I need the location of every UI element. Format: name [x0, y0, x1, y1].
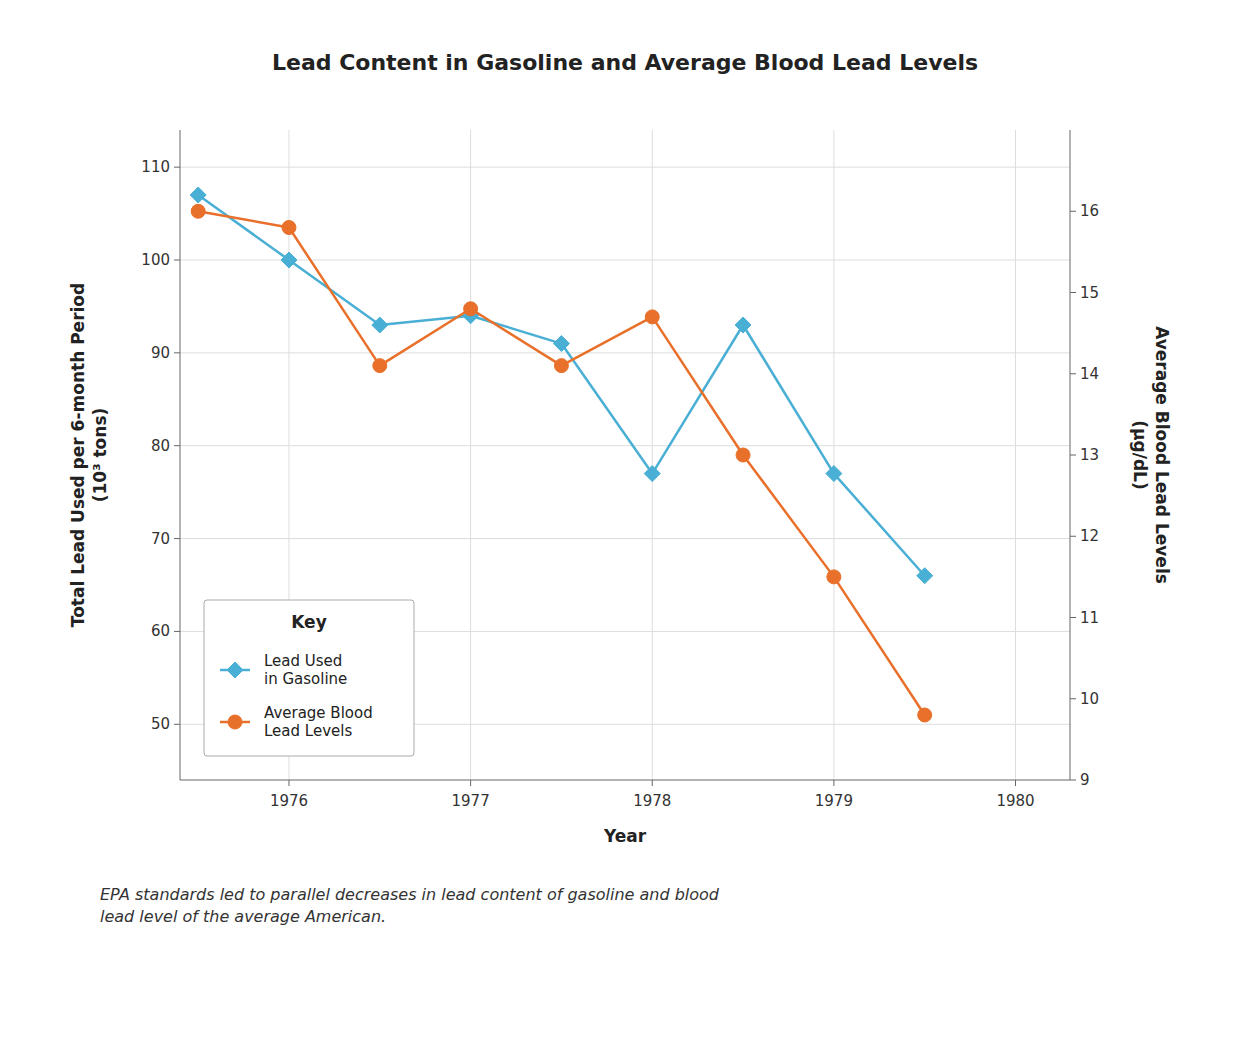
- grid-line: [470, 130, 471, 780]
- grid-line: [180, 260, 1070, 261]
- x-tick-label: 1979: [815, 792, 853, 810]
- y2-axis-label: Average Blood Lead Levels(μg/dL): [1130, 326, 1172, 584]
- y-tick-label: 90: [151, 344, 170, 362]
- x-tick: [652, 780, 653, 786]
- x-tick-label: 1980: [996, 792, 1034, 810]
- legend: Key Lead Usedin Gasoline Average BloodLead…: [204, 600, 414, 756]
- y-tick-label: 70: [151, 530, 170, 548]
- x-tick: [288, 780, 289, 786]
- title: Lead Content in Gasoline and Average Blo…: [272, 50, 978, 75]
- x-axis-line: [180, 780, 1070, 781]
- y2-tick-label: 16: [1080, 202, 1099, 220]
- series-marker: [917, 568, 933, 584]
- chart: Lead Content in Gasoline and Average Blo…: [0, 0, 1250, 1063]
- series-marker: [827, 570, 841, 584]
- y-tick-label: 100: [141, 251, 170, 269]
- series-marker: [373, 359, 387, 373]
- y-tick-label: 80: [151, 437, 170, 455]
- legend-label: Lead Usedin Gasoline: [264, 652, 347, 688]
- y-tick: [174, 167, 180, 168]
- x-axis-label: Year: [603, 826, 647, 846]
- y-tick-label: 50: [151, 715, 170, 733]
- legend-box: [204, 600, 414, 756]
- series-marker: [191, 204, 205, 218]
- y-tick: [174, 631, 180, 632]
- y2-tick: [1070, 211, 1076, 212]
- grid-line: [652, 130, 653, 780]
- series-marker: [554, 359, 568, 373]
- y2-tick-label: 15: [1080, 284, 1099, 302]
- series-marker: [464, 302, 478, 316]
- series-line: [198, 195, 925, 576]
- y2-tick-label: 14: [1080, 365, 1099, 383]
- x-tick-label: 1977: [452, 792, 490, 810]
- y2-tick: [1070, 536, 1076, 537]
- y2-tick: [1070, 780, 1076, 781]
- y-axis-line: [180, 130, 181, 780]
- y2-tick-label: 9: [1080, 771, 1090, 789]
- series-marker: [372, 317, 388, 333]
- legend-label: Average BloodLead Levels: [264, 704, 373, 740]
- legend-title: Key: [291, 612, 327, 632]
- x-tick-label: 1976: [270, 792, 308, 810]
- grid-line: [180, 538, 1070, 539]
- series-marker: [735, 317, 751, 333]
- y-tick: [174, 352, 180, 353]
- y2-tick: [1070, 698, 1076, 699]
- x-tick: [1015, 780, 1016, 786]
- grid: [180, 130, 1070, 780]
- x-tick: [470, 780, 471, 786]
- background: [0, 0, 1250, 1063]
- series-marker: [644, 466, 660, 482]
- series-marker: [736, 448, 750, 462]
- y2-tick: [1070, 617, 1076, 618]
- series-marker: [282, 221, 296, 235]
- y-axis-label: Total Lead Used per 6-month Period(10³ t…: [68, 283, 110, 627]
- series-marker: [645, 310, 659, 324]
- y2-tick: [1070, 455, 1076, 456]
- legend-marker: [228, 715, 242, 729]
- series-marker: [553, 336, 569, 352]
- grid-line: [833, 130, 834, 780]
- y2-axis-label-group: Average Blood Lead Levels(μg/dL): [1130, 326, 1172, 584]
- y2-tick-label: 13: [1080, 446, 1099, 464]
- y-tick: [174, 260, 180, 261]
- grid-line: [180, 352, 1070, 353]
- y-tick: [174, 538, 180, 539]
- y2-tick-label: 11: [1080, 609, 1099, 627]
- x-tick-label: 1978: [633, 792, 671, 810]
- legend-marker: [227, 662, 243, 678]
- y-tick-label: 60: [151, 622, 170, 640]
- grid-line: [180, 445, 1070, 446]
- y-axis-label-group: Total Lead Used per 6-month Period(10³ t…: [68, 283, 110, 627]
- x-tick: [833, 780, 834, 786]
- series-marker: [826, 466, 842, 482]
- caption: EPA standards led to parallel decreases …: [100, 885, 720, 926]
- grid-line: [180, 167, 1070, 168]
- y2-tick-label: 10: [1080, 690, 1099, 708]
- series-marker: [190, 187, 206, 203]
- y-tick: [174, 724, 180, 725]
- y2-tick: [1070, 373, 1076, 374]
- y-tick-label: 110: [141, 158, 170, 176]
- y-tick: [174, 445, 180, 446]
- y2-tick: [1070, 292, 1076, 293]
- grid-line: [1015, 130, 1016, 780]
- y2-tick-label: 12: [1080, 527, 1099, 545]
- series-marker: [918, 708, 932, 722]
- axes: 1976 1977 1978 1979 1980 50 60 70 80 90 100 110 9 10 1…: [141, 130, 1099, 810]
- series-marker: [281, 252, 297, 268]
